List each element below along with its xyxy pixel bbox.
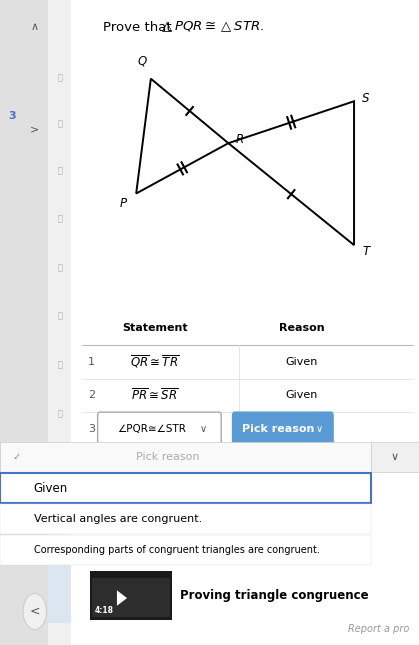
Text: $\triangle PQR \cong \triangle STR.$: $\triangle PQR \cong \triangle STR.$: [159, 20, 264, 34]
Text: P: P: [120, 197, 127, 210]
FancyBboxPatch shape: [98, 412, 221, 446]
Text: 🖊: 🖊: [57, 166, 62, 175]
Text: R: R: [236, 134, 244, 146]
Text: Pick reason: Pick reason: [136, 452, 199, 462]
Text: ∨: ∨: [316, 424, 323, 434]
Text: 🖊: 🖊: [57, 410, 62, 419]
FancyBboxPatch shape: [0, 535, 371, 565]
FancyBboxPatch shape: [0, 442, 371, 472]
Bar: [90, 571, 172, 620]
Text: Corresponding parts of congruent triangles are congruent.: Corresponding parts of congruent triangl…: [34, 545, 319, 555]
Bar: [48, 559, 71, 623]
FancyBboxPatch shape: [0, 473, 371, 503]
FancyBboxPatch shape: [371, 442, 419, 472]
Text: ∨: ∨: [391, 452, 399, 462]
Circle shape: [23, 593, 47, 630]
Polygon shape: [117, 590, 127, 606]
Text: 2: 2: [88, 390, 95, 401]
Text: $\overline{QR}\cong\overline{TR}$: $\overline{QR}\cong\overline{TR}$: [130, 353, 180, 370]
Text: Proving triangle congruence: Proving triangle congruence: [180, 589, 369, 602]
Text: Pick reason: Pick reason: [242, 424, 314, 434]
Text: <: <: [29, 605, 40, 618]
Text: Vertical angles are congruent.: Vertical angles are congruent.: [34, 514, 202, 524]
Text: 🖊: 🖊: [57, 312, 62, 321]
Text: 🖊: 🖊: [57, 360, 62, 369]
Text: 3: 3: [88, 424, 95, 434]
Text: ✓: ✓: [13, 452, 21, 462]
Text: 1: 1: [88, 357, 95, 367]
Text: Report a pro: Report a pro: [348, 624, 409, 634]
Text: $\overline{PR}\cong\overline{SR}$: $\overline{PR}\cong\overline{SR}$: [132, 388, 178, 403]
Bar: [48, 0, 71, 645]
FancyBboxPatch shape: [233, 412, 333, 446]
Text: Prove that: Prove that: [103, 21, 176, 34]
Text: Q: Q: [138, 54, 147, 67]
FancyBboxPatch shape: [0, 504, 371, 534]
Text: 4:18: 4:18: [94, 606, 113, 615]
Text: >: >: [30, 124, 39, 134]
Text: Statement: Statement: [122, 323, 188, 333]
Text: 🖊: 🖊: [57, 73, 62, 82]
Text: 🖊: 🖊: [57, 215, 62, 224]
Text: Given: Given: [285, 357, 318, 367]
Bar: [92, 578, 170, 617]
Text: 🖊: 🖊: [57, 263, 62, 272]
Text: ∧: ∧: [31, 22, 39, 32]
Bar: [0, 0, 48, 645]
Text: Reason: Reason: [279, 323, 324, 333]
Text: Given: Given: [34, 482, 68, 495]
Text: S: S: [362, 92, 370, 104]
Text: 3: 3: [8, 111, 16, 121]
Text: T: T: [362, 245, 370, 258]
Text: 🖊: 🖊: [57, 119, 62, 128]
Text: ∠PQR≅∠STR: ∠PQR≅∠STR: [116, 424, 186, 434]
Text: 🖊: 🖊: [57, 460, 62, 469]
Text: Given: Given: [285, 390, 318, 401]
Text: ∨: ∨: [200, 424, 207, 434]
